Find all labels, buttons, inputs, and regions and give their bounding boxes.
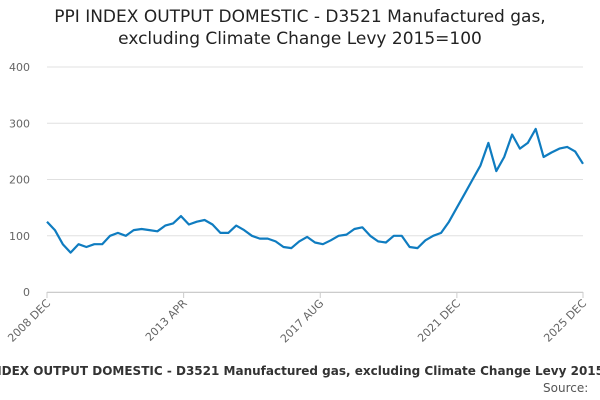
y-tick-label: 0 [23, 286, 30, 299]
x-tick-label: 2013 APR [143, 297, 190, 344]
y-tick-label: 400 [9, 61, 30, 74]
legend-label: PPI INDEX OUTPUT DOMESTIC - D3521 Manufa… [0, 364, 600, 378]
x-tick-label: 2008 DEC [5, 297, 53, 345]
y-tick-label: 300 [9, 117, 30, 130]
legend-entry: PPI INDEX OUTPUT DOMESTIC - D3521 Manufa… [0, 364, 600, 378]
y-tick-label: 100 [9, 230, 30, 243]
source: Source: [543, 381, 589, 395]
data-line [46, 127, 584, 254]
chart-title: PPI INDEX OUTPUT DOMESTIC - D3521 Manufa… [54, 7, 546, 49]
x-tick-label: 2025 DEC [541, 297, 589, 345]
x-tick-label: 2021 DEC [415, 297, 463, 345]
y-tick-label: 200 [9, 174, 30, 187]
x-tick-label: 2017 AUG [278, 297, 327, 346]
